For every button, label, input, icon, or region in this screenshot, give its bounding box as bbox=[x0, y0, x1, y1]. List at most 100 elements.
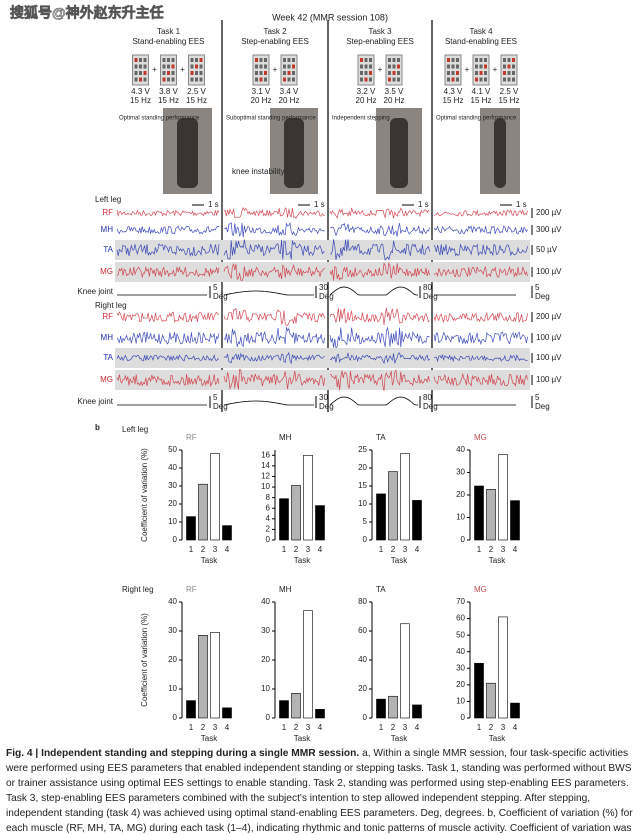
emg-trace bbox=[433, 265, 528, 278]
trace-background bbox=[115, 262, 530, 282]
x-tick-label: 3 bbox=[501, 723, 506, 732]
caption-heading: Fig. 4 | Independent standing and steppi… bbox=[6, 748, 360, 759]
photo-caption: Optimal standing performance bbox=[119, 116, 200, 122]
time-scale: 1 s bbox=[314, 200, 325, 209]
photo-caption: Independent stepping bbox=[332, 116, 390, 122]
bar bbox=[186, 700, 196, 719]
frequency: 20 Hz bbox=[279, 96, 300, 105]
electrode bbox=[195, 58, 198, 62]
muscle-label: TA bbox=[103, 353, 113, 362]
muscle-label: RF bbox=[102, 208, 113, 217]
bar bbox=[198, 635, 208, 719]
electrode bbox=[199, 58, 203, 62]
y-tick-label: 10 bbox=[456, 513, 465, 522]
muscle-label: MG bbox=[100, 375, 113, 384]
electrode bbox=[503, 64, 506, 69]
electrode bbox=[475, 71, 478, 75]
y-tick-label: 70 bbox=[456, 597, 465, 606]
electrode bbox=[447, 64, 450, 69]
emg-trace bbox=[116, 354, 220, 362]
electrode bbox=[503, 58, 506, 62]
electrode bbox=[479, 64, 483, 69]
electrode bbox=[162, 64, 166, 69]
electrode bbox=[162, 71, 166, 75]
electrode bbox=[287, 71, 291, 75]
x-tick-label: 2 bbox=[489, 545, 494, 554]
electrode bbox=[167, 77, 170, 82]
bar bbox=[315, 505, 325, 541]
knee-trace bbox=[329, 286, 418, 296]
electrode bbox=[479, 58, 483, 62]
electrode bbox=[360, 58, 363, 62]
electrode bbox=[369, 71, 372, 75]
y-tick-label: 60 bbox=[358, 626, 367, 635]
bar bbox=[303, 454, 313, 541]
plus: + bbox=[378, 65, 383, 74]
electrode bbox=[283, 77, 286, 82]
knee-scale: 5 bbox=[213, 393, 218, 402]
electrode bbox=[364, 71, 368, 75]
plus: + bbox=[152, 65, 157, 74]
x-axis-label: Task bbox=[391, 556, 408, 565]
y-tick-label: 5 bbox=[363, 517, 368, 526]
electrode bbox=[364, 77, 368, 82]
emg-trace bbox=[116, 331, 220, 345]
electrode bbox=[512, 64, 515, 69]
bar bbox=[291, 485, 301, 541]
electrode bbox=[171, 58, 175, 62]
emg-scale: 100 µV bbox=[536, 353, 562, 362]
x-tick-label: 3 bbox=[306, 545, 311, 554]
emg-scale: 200 µV bbox=[536, 208, 562, 217]
chart-title: MG bbox=[474, 433, 487, 442]
electrode bbox=[451, 64, 455, 69]
bar bbox=[412, 500, 422, 541]
x-axis-label: Task bbox=[201, 734, 218, 743]
chart-title: MH bbox=[279, 433, 292, 442]
electrode bbox=[364, 58, 368, 62]
emg-trace bbox=[223, 307, 326, 326]
frequency: 15 Hz bbox=[443, 96, 464, 105]
chart-title: TA bbox=[376, 433, 386, 442]
electrode bbox=[447, 71, 450, 75]
electrode bbox=[134, 71, 138, 75]
knee-scale: 5 bbox=[535, 283, 540, 292]
time-scale: 1 s bbox=[208, 200, 219, 209]
electrode bbox=[199, 64, 203, 69]
task-name: Task 1 bbox=[157, 27, 181, 36]
electrode bbox=[360, 71, 363, 75]
knee-scale: 30 bbox=[319, 283, 328, 292]
knee-scale: 5 bbox=[535, 393, 540, 402]
frequency: 15 Hz bbox=[158, 96, 179, 105]
electrode bbox=[397, 58, 400, 62]
y-tick-label: 0 bbox=[363, 713, 368, 722]
emg-trace bbox=[329, 368, 430, 391]
task-ees: Stand-enabling EES bbox=[132, 37, 204, 46]
y-tick-label: 50 bbox=[456, 630, 465, 639]
electrode bbox=[369, 77, 372, 82]
emg-trace bbox=[433, 354, 528, 363]
electrode bbox=[287, 77, 291, 82]
knee-unit: Deg bbox=[423, 292, 438, 301]
electrode bbox=[388, 58, 391, 62]
y-tick-label: 14 bbox=[261, 461, 270, 470]
x-tick-label: 2 bbox=[201, 545, 206, 554]
electrode bbox=[392, 64, 396, 69]
y-tick-label: 20 bbox=[358, 463, 367, 472]
chart-title: TA bbox=[376, 585, 386, 594]
y-tick-label: 6 bbox=[266, 503, 271, 512]
electrode bbox=[369, 64, 372, 69]
chart-title: RF bbox=[186, 433, 197, 442]
x-tick-label: 4 bbox=[318, 545, 323, 554]
bar bbox=[412, 704, 422, 719]
knee-label: Knee joint bbox=[77, 287, 113, 296]
voltage: 3.8 V bbox=[159, 87, 178, 96]
caption: Fig. 4 | Independent standing and steppi… bbox=[6, 746, 634, 835]
electrode bbox=[456, 77, 459, 82]
electrode bbox=[369, 58, 372, 62]
emg-scale: 100 µV bbox=[536, 333, 562, 342]
electrode bbox=[264, 58, 267, 62]
x-tick-label: 3 bbox=[403, 545, 408, 554]
electrode bbox=[292, 77, 295, 82]
emg-trace bbox=[223, 206, 325, 219]
